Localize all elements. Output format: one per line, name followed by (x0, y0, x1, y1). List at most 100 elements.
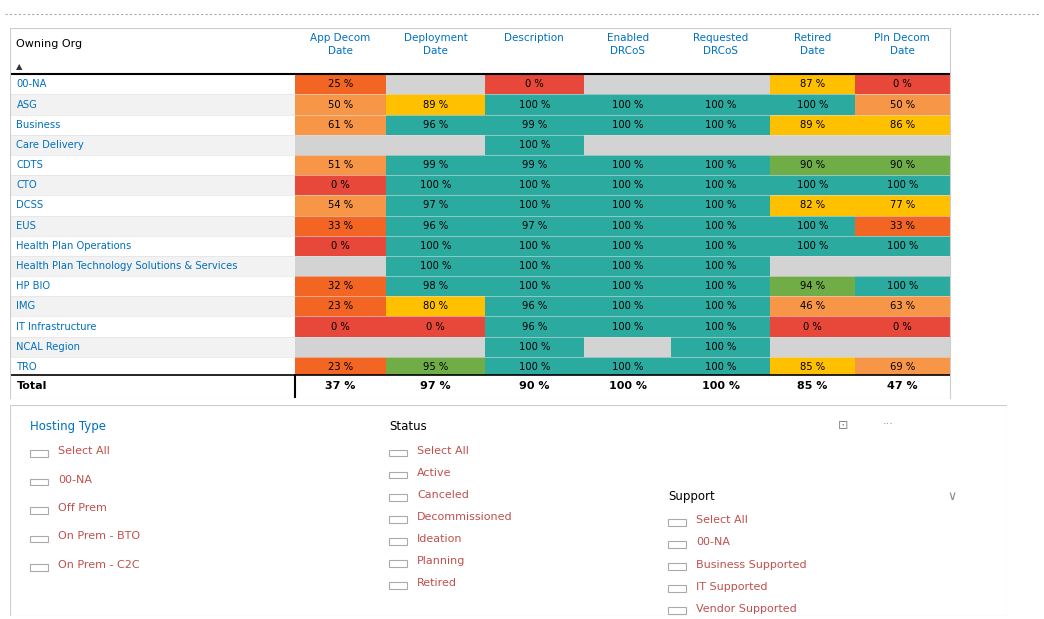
Text: Decommissioned: Decommissioned (418, 512, 513, 522)
Text: 96 %: 96 % (423, 220, 448, 231)
Text: 100 %: 100 % (519, 201, 550, 210)
Text: 100 %: 100 % (612, 100, 643, 110)
Text: 0 %: 0 % (525, 79, 544, 89)
Text: On Prem - BTO: On Prem - BTO (58, 531, 141, 542)
Text: 94 %: 94 % (800, 281, 825, 291)
Bar (386, 297, 485, 316)
Bar (671, 337, 770, 357)
Text: Canceled: Canceled (418, 490, 469, 500)
Text: 87 %: 87 % (800, 79, 825, 89)
Text: 100 %: 100 % (420, 261, 451, 271)
Text: Date: Date (423, 46, 448, 56)
Bar (855, 256, 950, 276)
Text: IT Supported: IT Supported (696, 582, 768, 592)
Text: Planning: Planning (418, 556, 466, 566)
Text: 100 %: 100 % (612, 261, 643, 271)
Bar (386, 115, 485, 135)
Text: 89 %: 89 % (423, 100, 448, 110)
Text: ···: ··· (883, 419, 894, 429)
Bar (584, 256, 671, 276)
Text: Vendor Supported: Vendor Supported (696, 604, 798, 614)
Bar (584, 175, 671, 196)
Text: 69 %: 69 % (889, 362, 915, 372)
Bar (855, 297, 950, 316)
Bar (584, 236, 671, 256)
Text: 80 %: 80 % (423, 301, 448, 311)
Bar (386, 276, 485, 297)
Text: 00-NA: 00-NA (58, 475, 92, 485)
Bar (485, 357, 584, 377)
Bar (10, 196, 294, 215)
Bar (855, 196, 950, 215)
Text: 100 %: 100 % (519, 241, 550, 251)
Bar (855, 155, 950, 175)
Bar (386, 135, 485, 155)
Text: 100 %: 100 % (797, 180, 828, 190)
Bar (485, 95, 584, 115)
Text: ASG: ASG (17, 100, 38, 110)
Text: 100 %: 100 % (420, 241, 451, 251)
Bar (671, 196, 770, 215)
Text: 100 %: 100 % (705, 362, 736, 372)
Text: Status: Status (389, 420, 427, 433)
Bar (389, 560, 407, 567)
Bar (30, 564, 48, 571)
Text: Date: Date (800, 46, 825, 56)
Text: 90 %: 90 % (800, 160, 825, 170)
Bar (10, 135, 294, 155)
Bar (584, 115, 671, 135)
Bar (671, 316, 770, 337)
Text: 100 %: 100 % (519, 281, 550, 291)
Text: Select All: Select All (58, 446, 111, 456)
Bar (485, 175, 584, 196)
Text: 99 %: 99 % (522, 119, 547, 130)
Bar (294, 95, 386, 115)
Text: IT Infrastructure: IT Infrastructure (17, 321, 97, 332)
Text: 100 %: 100 % (797, 241, 828, 251)
Bar (10, 28, 950, 74)
Bar (485, 256, 584, 276)
Bar (770, 215, 855, 236)
Bar (294, 357, 386, 377)
Bar (386, 155, 485, 175)
Text: 100 %: 100 % (612, 281, 643, 291)
Text: Support: Support (668, 490, 715, 503)
Bar (668, 607, 686, 614)
Bar (668, 586, 686, 592)
Bar (386, 95, 485, 115)
Bar (389, 582, 407, 589)
Bar (855, 175, 950, 196)
Text: 96 %: 96 % (522, 321, 547, 332)
Text: Health Plan Operations: Health Plan Operations (17, 241, 132, 251)
Bar (485, 196, 584, 215)
Bar (671, 95, 770, 115)
Text: 97 %: 97 % (421, 381, 451, 391)
Text: 86 %: 86 % (889, 119, 915, 130)
Text: Off Prem: Off Prem (58, 503, 108, 513)
Bar (485, 276, 584, 297)
Bar (10, 155, 294, 175)
Bar (584, 316, 671, 337)
Bar (10, 95, 294, 115)
Text: On Prem - C2C: On Prem - C2C (58, 560, 140, 569)
Text: 100 %: 100 % (705, 342, 736, 352)
Bar (770, 74, 855, 95)
Text: 100 %: 100 % (612, 201, 643, 210)
Bar (671, 276, 770, 297)
Bar (30, 507, 48, 514)
Text: 100 %: 100 % (705, 241, 736, 251)
Bar (386, 236, 485, 256)
Bar (671, 297, 770, 316)
Text: 100 %: 100 % (420, 180, 451, 190)
Text: Retired: Retired (418, 579, 457, 589)
Bar (485, 74, 584, 95)
Bar (671, 74, 770, 95)
Text: Select All: Select All (418, 446, 469, 456)
Bar (855, 276, 950, 297)
Text: 100 %: 100 % (797, 100, 828, 110)
Text: 23 %: 23 % (328, 301, 353, 311)
Bar (855, 337, 950, 357)
Text: Ideation: Ideation (418, 534, 462, 544)
Text: 85 %: 85 % (798, 381, 828, 391)
Bar (770, 236, 855, 256)
